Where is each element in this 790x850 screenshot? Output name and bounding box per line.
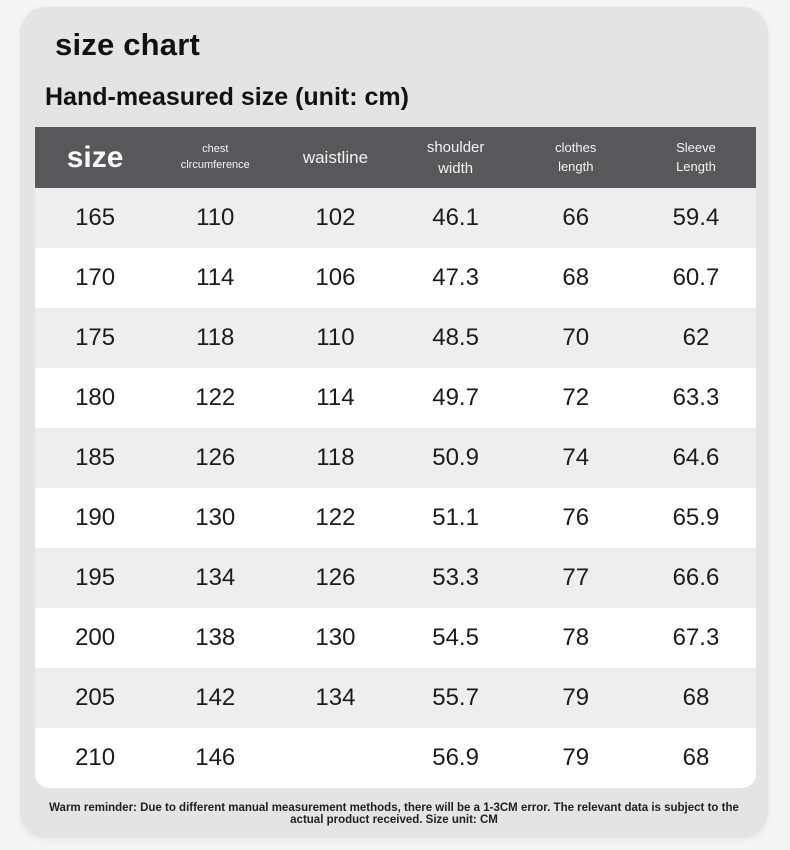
column-header-size: size <box>66 140 124 174</box>
table-cell-sleeve-length: 67.3 <box>672 624 720 651</box>
table-cell-chest-circumference: 122 <box>195 384 236 411</box>
table-cell-shoulder-width: 50.9 <box>432 444 479 471</box>
table-cell-chest-circumference: 118 <box>196 324 235 351</box>
table-cell-size: 170 <box>75 264 116 291</box>
table-cell-clothes-length: 79 <box>562 684 590 711</box>
table-cell-size: 175 <box>75 324 116 351</box>
table-cell-size: 165 <box>75 204 116 231</box>
table-cell-size: 195 <box>75 564 116 591</box>
table-cell-chest-circumference: 134 <box>195 564 236 591</box>
table-cell-clothes-length: 77 <box>562 564 590 591</box>
table-row: 190 130 122 51.1 76 65.9 <box>35 488 756 548</box>
column-header-shoulder-width: shoulder width <box>426 138 485 177</box>
table-cell-waistline: 118 <box>316 444 355 471</box>
table-row: 210 146 56.9 79 68 <box>35 728 756 788</box>
table-cell-shoulder-width: 51.1 <box>432 504 479 531</box>
table-cell-chest-circumference: 138 <box>195 624 236 651</box>
table-cell-clothes-length: 78 <box>562 624 590 651</box>
table-cell-size: 200 <box>75 624 116 651</box>
table-cell-size: 180 <box>75 384 116 411</box>
table-cell-shoulder-width: 55.7 <box>432 684 479 711</box>
table-cell-sleeve-length: 66.6 <box>672 564 720 591</box>
table-cell-clothes-length: 66 <box>562 204 590 231</box>
table-row: 195 134 126 53.3 77 66.6 <box>35 548 756 608</box>
table-cell-clothes-length: 76 <box>562 504 590 531</box>
table-cell-clothes-length: 70 <box>562 324 590 351</box>
table-row: 185 126 118 50.9 74 64.6 <box>35 428 756 488</box>
column-header-waistline: waistline <box>302 147 369 167</box>
table-cell-waistline: 102 <box>315 204 356 231</box>
table-cell-shoulder-width: 56.9 <box>432 744 479 771</box>
table-row: 165 110 102 46.1 66 59.4 <box>35 188 756 248</box>
column-header-clothes-length: clothes length <box>555 140 597 174</box>
table-cell-sleeve-length: 68 <box>682 744 710 771</box>
table-cell-shoulder-width: 48.5 <box>432 324 479 351</box>
table-cell-clothes-length: 72 <box>562 384 590 411</box>
table-cell-shoulder-width: 46.1 <box>432 204 479 231</box>
size-table: size chest clrcumference waistline shoulder… <box>35 127 756 788</box>
table-cell-waistline: 122 <box>315 504 356 531</box>
table-cell-clothes-length: 74 <box>562 444 590 471</box>
column-header-chest-circumference: chest clrcumference <box>180 143 250 171</box>
table-cell-shoulder-width: 53.3 <box>432 564 479 591</box>
table-cell-sleeve-length: 59.4 <box>672 204 720 231</box>
table-cell-waistline: 110 <box>316 324 355 351</box>
table-cell-sleeve-length: 64.6 <box>672 444 720 471</box>
table-cell-chest-circumference: 126 <box>195 444 236 471</box>
size-table-body: 165 110 102 46.1 66 59.4 170 114 106 47.3 68 60.7 17… <box>35 188 756 788</box>
table-cell-chest-circumference: 130 <box>195 504 236 531</box>
table-cell-chest-circumference: 110 <box>196 204 235 231</box>
table-cell-waistline: 114 <box>316 384 355 411</box>
table-row: 205 142 134 55.7 79 68 <box>35 668 756 728</box>
table-cell-shoulder-width: 54.5 <box>432 624 479 651</box>
column-header-sleeve-length: Sleeve Length <box>676 140 716 174</box>
table-cell-chest-circumference: 146 <box>195 744 236 771</box>
page-title: size chart <box>55 27 201 62</box>
table-cell-clothes-length: 68 <box>562 264 590 291</box>
table-cell-size: 210 <box>75 744 116 771</box>
table-cell-sleeve-length: 65.9 <box>672 504 720 531</box>
table-cell-waistline: 134 <box>315 684 356 711</box>
table-cell-size: 185 <box>75 444 116 471</box>
table-cell-waistline: 130 <box>315 624 356 651</box>
table-row: 180 122 114 49.7 72 63.3 <box>35 368 756 428</box>
table-row: 200 138 130 54.5 78 67.3 <box>35 608 756 668</box>
table-cell-waistline <box>275 728 395 788</box>
table-cell-shoulder-width: 47.3 <box>432 264 479 291</box>
table-cell-waistline: 126 <box>315 564 356 591</box>
page-subtitle: Hand-measured size (unit: cm) <box>45 83 409 111</box>
table-cell-sleeve-length: 60.7 <box>672 264 720 291</box>
size-table-header-row: size chest clrcumference waistline shoulder… <box>35 127 756 188</box>
table-cell-size: 190 <box>75 504 116 531</box>
table-cell-clothes-length: 79 <box>562 744 590 771</box>
table-cell-sleeve-length: 62 <box>682 324 710 351</box>
table-cell-chest-circumference: 142 <box>195 684 236 711</box>
size-chart-card: size chart Hand-measured size (unit: cm)… <box>20 7 768 838</box>
table-row: 175 118 110 48.5 70 62 <box>35 308 756 368</box>
table-cell-shoulder-width: 49.7 <box>432 384 479 411</box>
table-cell-chest-circumference: 114 <box>196 264 235 291</box>
table-cell-sleeve-length: 63.3 <box>672 384 720 411</box>
table-cell-sleeve-length: 68 <box>682 684 710 711</box>
table-cell-waistline: 106 <box>315 264 356 291</box>
table-row: 170 114 106 47.3 68 60.7 <box>35 248 756 308</box>
table-cell-size: 205 <box>75 684 116 711</box>
warm-reminder-note: Warm reminder: Due to different manual m… <box>49 802 739 826</box>
